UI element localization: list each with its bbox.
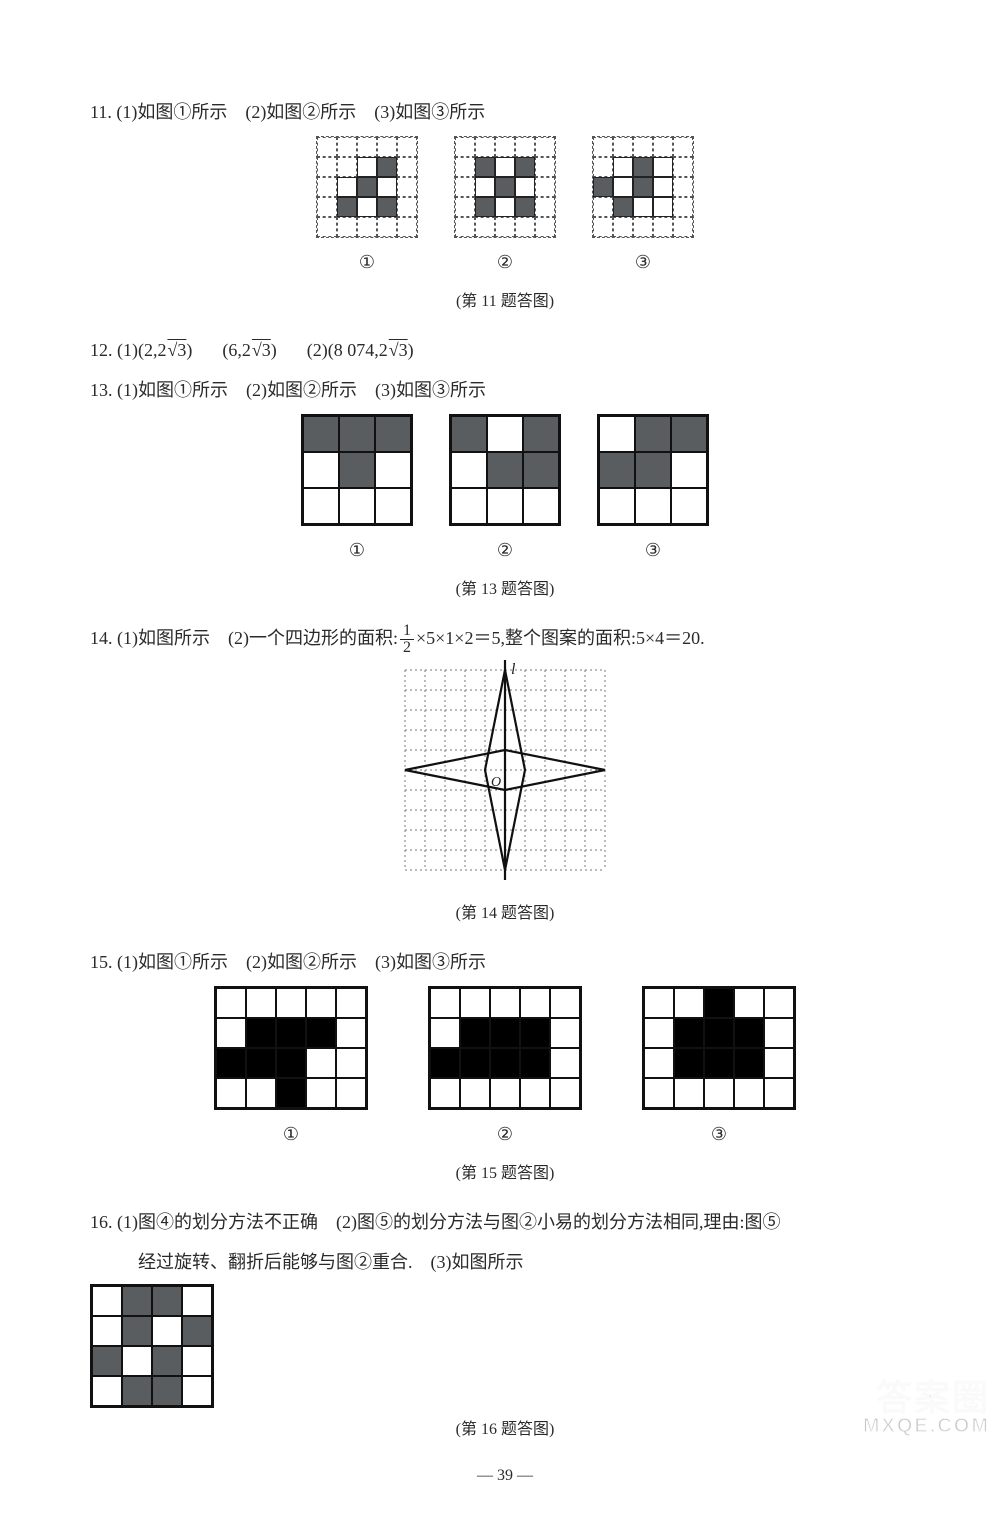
- q15-caption: (第 15 题答图): [90, 1158, 920, 1190]
- q11-grid-3: ③: [592, 136, 694, 280]
- q15-text: 15. (1)如图①所示 (2)如图②所示 (3)如图③所示: [90, 944, 920, 980]
- q15-grid-3: ③: [642, 986, 796, 1152]
- svg-text:O: O: [491, 775, 501, 790]
- page-number: — 39 —: [90, 1460, 920, 1492]
- q13-text: 13. (1)如图①所示 (2)如图②所示 (3)如图③所示: [90, 372, 920, 408]
- q16-text-l2: 经过旋转、翻折后能够与图②重合. (3)如图所示: [90, 1244, 920, 1280]
- label-3: ③: [635, 244, 651, 280]
- q15-figure-row: ① ② ③: [90, 986, 920, 1152]
- label-3b: ③: [645, 532, 661, 568]
- q11-figure-row: ① ② ③: [90, 136, 920, 280]
- q13-grid-3: ③: [597, 414, 709, 568]
- q14-figure: l O: [90, 660, 920, 892]
- q14-text: 14. (1)如图所示 (2)一个四边形的面积:12×5×1×2＝5,整个图案的…: [90, 620, 920, 656]
- q11-grid-1: ①: [316, 136, 418, 280]
- q13-caption: (第 13 题答图): [90, 574, 920, 606]
- q13-grid-2: ②: [449, 414, 561, 568]
- q14-head: 14. (1)如图所示 (2)一个四边形的面积:: [90, 628, 398, 648]
- q12-text: 12. (1)(2,2√3)(6,2√3)(2)(8 074,2√3): [90, 332, 920, 368]
- q16-caption: (第 16 题答图): [90, 1414, 920, 1446]
- q15-grid-2: ②: [428, 986, 582, 1152]
- q14-caption: (第 14 题答图): [90, 898, 920, 930]
- q14-mid: ×5×1×2＝5,整个图案的面积:5×4＝20.: [416, 628, 705, 648]
- q11-text: 11. (1)如图①所示 (2)如图②所示 (3)如图③所示: [90, 94, 920, 130]
- label-2b: ②: [497, 532, 513, 568]
- svg-text:l: l: [511, 661, 516, 678]
- label-1b: ①: [349, 532, 365, 568]
- q13-figure-row: ① ② ③: [90, 414, 920, 568]
- label-2c: ②: [497, 1116, 513, 1152]
- q16-figure: [90, 1284, 920, 1408]
- label-1c: ①: [283, 1116, 299, 1152]
- q11-grid-2: ②: [454, 136, 556, 280]
- q13-grid-1: ①: [301, 414, 413, 568]
- q11-caption: (第 11 题答图): [90, 286, 920, 318]
- label-1: ①: [359, 244, 375, 280]
- label-3c: ③: [711, 1116, 727, 1152]
- fraction-half: 12: [400, 623, 414, 656]
- label-2: ②: [497, 244, 513, 280]
- q16-text-l1: 16. (1)图④的划分方法不正确 (2)图⑤的划分方法与图②小易的划分方法相同…: [90, 1204, 920, 1240]
- q15-grid-1: ①: [214, 986, 368, 1152]
